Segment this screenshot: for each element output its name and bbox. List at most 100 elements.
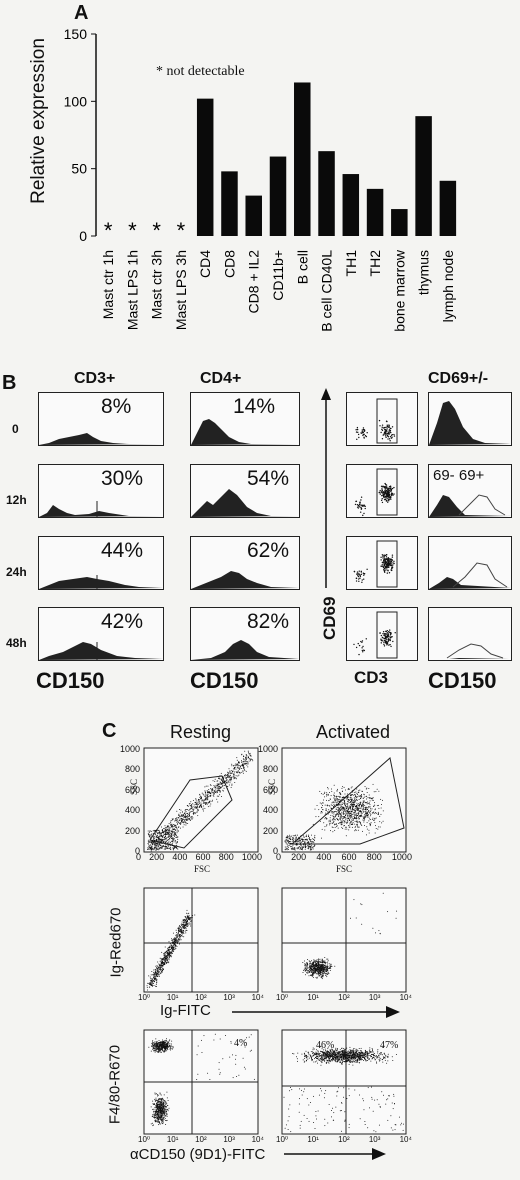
event-dot (364, 786, 366, 788)
event-dot (342, 809, 344, 811)
event-dot (381, 640, 383, 642)
event-dot (307, 969, 309, 971)
event-dot (180, 939, 182, 941)
event-dot (334, 806, 336, 808)
event-dot (383, 641, 385, 643)
event-dot (226, 788, 228, 790)
event-dot (199, 794, 201, 796)
event-dot (304, 964, 306, 966)
event-dot (157, 1124, 159, 1126)
event-dot (186, 909, 188, 911)
event-dot (234, 764, 236, 766)
x-tick-label: TH2 (367, 250, 383, 277)
event-dot (388, 558, 390, 560)
event-dot (369, 804, 371, 806)
event-dot (339, 798, 341, 800)
event-dot (358, 791, 360, 793)
event-dot (236, 763, 238, 765)
event-dot (237, 764, 239, 766)
event-dot (292, 838, 294, 840)
event-dot (192, 810, 194, 812)
event-dot (369, 806, 371, 808)
event-dot (168, 835, 170, 837)
event-dot (370, 808, 372, 810)
event-dot (325, 968, 327, 970)
event-dot (301, 848, 303, 850)
event-dot (332, 801, 334, 803)
event-dot (325, 970, 327, 972)
event-dot (304, 960, 306, 962)
event-dot (299, 838, 301, 840)
event-dot (356, 798, 358, 800)
event-dot (243, 766, 245, 768)
event-dot (384, 488, 386, 490)
event-dot (163, 830, 165, 832)
event-dot (303, 968, 305, 970)
event-dot (187, 809, 189, 811)
event-dot (198, 801, 200, 803)
event-dot (288, 842, 290, 844)
event-dot (330, 967, 332, 969)
event-dot (317, 964, 319, 966)
event-dot (381, 799, 383, 801)
event-dot (315, 963, 317, 965)
event-dot (388, 438, 391, 440)
event-dot (236, 759, 238, 761)
event-dot (194, 812, 196, 814)
event-dot (188, 814, 190, 816)
event-dot (167, 833, 169, 835)
event-dot (205, 785, 207, 787)
event-dot (175, 942, 177, 944)
event-dot (305, 970, 307, 972)
event-dot (289, 834, 291, 836)
event-dot (155, 1044, 157, 1046)
event-dot (365, 815, 367, 817)
dotplot-12h (346, 464, 418, 518)
event-dot (342, 796, 344, 798)
event-dot (358, 578, 360, 580)
event-dot (176, 819, 178, 821)
event-dot (165, 962, 167, 964)
event-dot (380, 565, 382, 567)
event-dot (317, 967, 319, 969)
event-dot (244, 750, 246, 752)
event-dot (341, 806, 343, 808)
event-dot (338, 808, 340, 810)
event-dot (363, 824, 365, 826)
event-dot (357, 574, 359, 577)
event-dot (347, 825, 349, 827)
event-dot (192, 915, 194, 917)
event-dot (351, 819, 353, 821)
event-dot (192, 817, 194, 819)
event-dot (384, 554, 387, 557)
event-dot (320, 976, 322, 978)
event-dot (178, 817, 180, 819)
event-dot (362, 429, 364, 431)
event-dot (189, 819, 191, 821)
event-dot (169, 845, 171, 847)
event-dot (364, 806, 366, 808)
event-dot (360, 815, 362, 817)
event-dot (321, 802, 323, 804)
event-dot (155, 1049, 157, 1051)
event-dot (230, 778, 232, 780)
event-dot (175, 827, 177, 829)
event-dot (284, 849, 286, 851)
event-dot (356, 812, 358, 814)
event-dot (390, 498, 392, 500)
event-dot (157, 972, 159, 974)
event-dot (193, 804, 195, 806)
event-dot (328, 792, 330, 794)
event-dot (332, 815, 334, 817)
event-dot (390, 495, 392, 498)
event-dot (167, 844, 169, 846)
event-dot (361, 804, 363, 806)
event-dot (340, 814, 342, 816)
event-dot (336, 805, 338, 807)
event-dot (161, 835, 163, 837)
event-dot (343, 799, 345, 801)
event-dot (351, 790, 353, 792)
event-dot (336, 811, 338, 813)
event-dot (302, 847, 304, 849)
event-dot (384, 640, 387, 643)
